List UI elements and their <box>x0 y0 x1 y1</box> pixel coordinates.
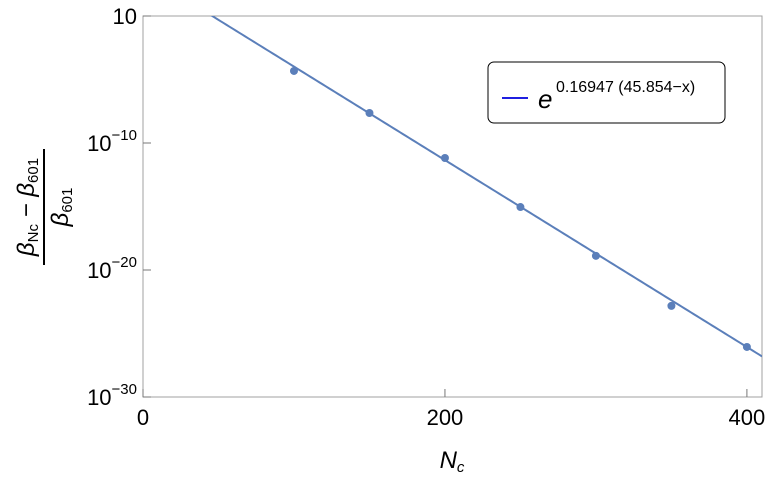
y-num-part: β <box>13 242 40 257</box>
y-label-denominator: β601 <box>47 188 76 228</box>
y-tick-exponent: −20 <box>112 254 137 271</box>
y-tick-label: 10−10 <box>87 127 137 156</box>
data-point <box>440 153 449 162</box>
data-point <box>742 342 751 351</box>
y-tick-base: 10 <box>87 131 111 156</box>
y-den-part: β <box>47 212 74 227</box>
legend-exponent: 0.16947 (45.854−x) <box>556 79 695 96</box>
y-label-numerator: βNc − β601 <box>13 158 42 257</box>
y-tick-base: 10 <box>87 385 111 410</box>
data-point <box>516 203 525 212</box>
data-point <box>289 66 298 75</box>
data-point <box>365 109 374 118</box>
y-tick-base: 10 <box>113 4 137 29</box>
x-tick-label: 400 <box>729 405 766 430</box>
y-axis-label: βNc − β601 β601 <box>13 149 76 265</box>
y-tick-label: 10 <box>113 4 137 29</box>
data-point <box>667 301 676 310</box>
y-tick-exponent: −10 <box>112 127 137 144</box>
y-num-part: − β <box>13 183 40 224</box>
x-tick-label: 200 <box>427 405 464 430</box>
x-label-base: N <box>440 447 458 474</box>
fit-line <box>210 16 762 358</box>
plot-frame <box>142 15 763 398</box>
legend: e 0.16947 (45.854−x) <box>487 61 726 124</box>
y-tick-base: 10 <box>87 258 111 283</box>
y-den-part: 601 <box>59 188 76 213</box>
y-tick-label: 10−20 <box>87 254 137 283</box>
y-tick-exponent: −30 <box>112 381 137 398</box>
data-point <box>591 251 600 260</box>
y-tick-label: 10−30 <box>87 381 137 410</box>
legend-label: e <box>538 84 552 114</box>
x-label-sub: c <box>457 459 465 476</box>
legend-box <box>487 61 726 124</box>
y-num-part: Nc <box>25 224 42 243</box>
y-num-part: 601 <box>25 158 42 183</box>
x-axis-label: Nc <box>440 447 465 476</box>
x-tick-label: 0 <box>137 405 149 430</box>
